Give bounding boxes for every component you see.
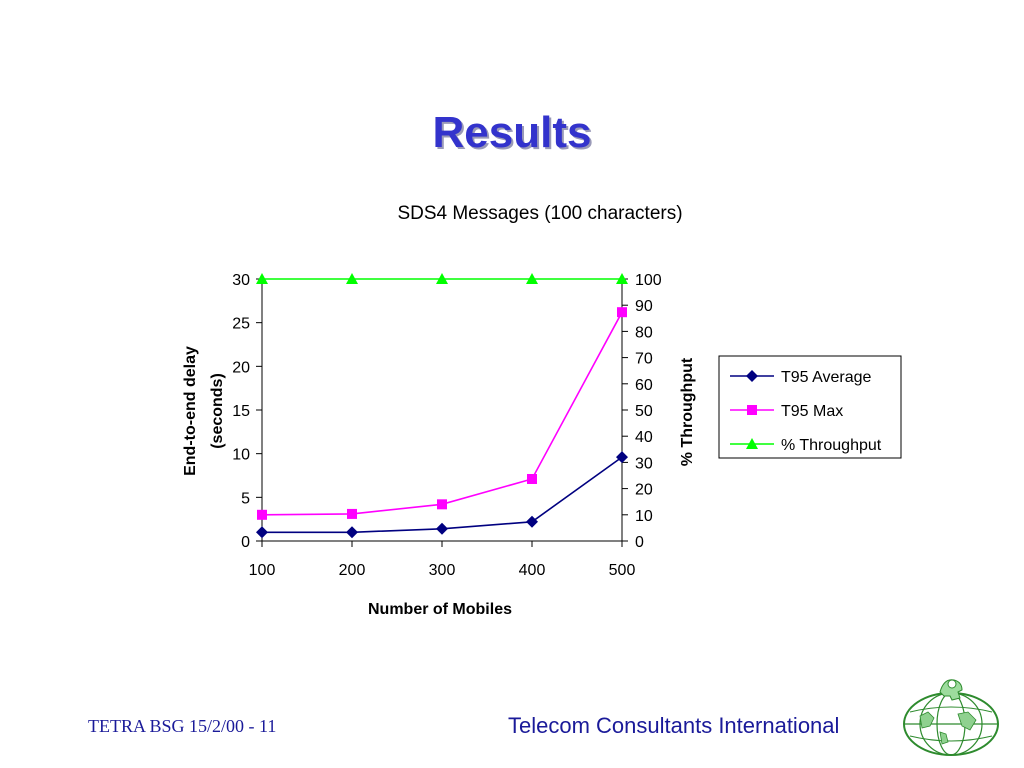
y-tick-label: 10 <box>232 447 250 464</box>
data-point <box>256 273 268 284</box>
data-point <box>616 273 628 284</box>
x-tick-label: 500 <box>609 562 636 579</box>
y-tick-label: 15 <box>232 403 250 420</box>
legend-marker <box>747 405 757 415</box>
y-tick-label: 25 <box>232 316 250 333</box>
data-point <box>347 508 357 519</box>
y-tick-label: 5 <box>241 490 250 507</box>
y-tick-label: 20 <box>232 359 250 376</box>
series-line <box>262 456 623 534</box>
legend: T95 Average T95 Max % Throughput <box>718 355 902 459</box>
data-point <box>436 273 448 284</box>
slide-title: Results <box>432 108 592 157</box>
legend-marker <box>746 438 758 449</box>
chart-title: SDS4 Messages (100 characters) <box>397 203 682 224</box>
series-t95-average <box>256 451 628 539</box>
data-point <box>617 307 627 318</box>
legend-marker <box>746 370 758 382</box>
y2-tick-label: 60 <box>635 377 653 394</box>
legend-entry: % Throughput <box>730 437 882 454</box>
y2-tick-label: 30 <box>635 455 653 472</box>
series-layer <box>256 273 628 539</box>
data-point <box>526 515 538 528</box>
y2-tick-label: 80 <box>635 324 653 341</box>
data-point <box>526 273 538 284</box>
legend-entry: T95 Average <box>730 369 872 386</box>
x-tick-label: 200 <box>339 562 366 579</box>
legend-label: T95 Max <box>781 403 843 420</box>
y2-tick-label: 90 <box>635 298 653 315</box>
data-point <box>346 273 358 284</box>
data-point <box>527 473 537 484</box>
data-point <box>616 451 628 464</box>
x-axis: 100 200 300 400 500 <box>249 540 636 579</box>
footer-slide-ref: TETRA BSG 15/2/00 - 11 <box>88 716 277 736</box>
x-tick-label: 100 <box>249 562 276 579</box>
data-point <box>257 509 267 520</box>
x-tick-label: 400 <box>519 562 546 579</box>
footer-company: Telecom Consultants International <box>508 713 840 738</box>
y-tick-label: 0 <box>241 534 250 551</box>
x-tick-label: 300 <box>429 562 456 579</box>
legend-label: T95 Average <box>781 369 872 386</box>
y2-axis-label: % Throughput <box>679 357 696 466</box>
y2-tick-label: 50 <box>635 403 653 420</box>
y-axis-label-line2: (seconds) <box>209 373 226 449</box>
data-point <box>256 526 268 539</box>
data-point <box>437 499 447 510</box>
y2-tick-label: 100 <box>635 272 662 289</box>
legend-entry: T95 Max <box>730 403 843 420</box>
legend-label: % Throughput <box>781 437 882 454</box>
y2-tick-label: 40 <box>635 429 653 446</box>
y2-axis: 0 10 20 30 40 50 60 70 80 90 100 <box>621 272 662 551</box>
series-throughput <box>256 273 628 284</box>
y-axis: 0 5 10 15 20 25 30 <box>232 272 263 551</box>
series-t95-max <box>257 307 627 520</box>
series-line <box>261 311 623 516</box>
x-axis-label: Number of Mobiles <box>368 601 512 618</box>
y2-tick-label: 0 <box>635 534 644 551</box>
globe-lion-logo-icon <box>903 679 999 756</box>
y2-tick-label: 10 <box>635 508 653 525</box>
y2-tick-label: 70 <box>635 351 653 368</box>
y-tick-label: 30 <box>232 272 250 289</box>
y-axis-label-line1: End-to-end delay <box>182 346 199 476</box>
data-point <box>346 526 358 539</box>
y2-tick-label: 20 <box>635 482 653 499</box>
data-point <box>436 522 448 535</box>
